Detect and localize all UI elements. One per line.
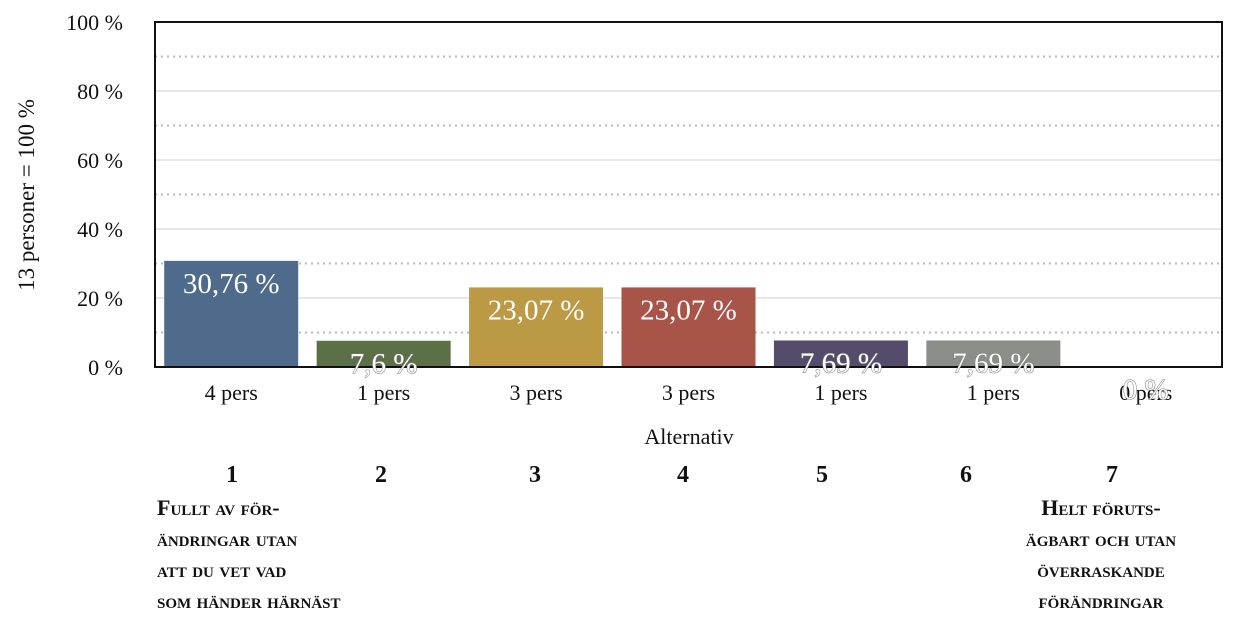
bar <box>926 340 1061 367</box>
bar <box>469 287 604 367</box>
data-label: 23,07 % <box>640 294 737 326</box>
x-tick-label: 1 pers <box>814 380 867 405</box>
data-label: 30,76 % <box>183 268 280 300</box>
y-tick-label: 100 % <box>66 10 123 35</box>
plot-frame <box>154 21 1223 368</box>
data-label: 7,6 % <box>350 348 418 380</box>
left-scale-caption: Fullt av för- ändringar utan att du vet … <box>157 492 341 616</box>
right-caption-line: överraskande <box>1037 557 1165 582</box>
scale-number-7: 7 <box>1106 462 1118 488</box>
y-tick-label: 60 % <box>77 148 123 173</box>
bar <box>164 260 299 367</box>
y-tick-label: 20 % <box>77 286 123 311</box>
data-label: 23,07 % <box>488 294 585 326</box>
y-axis-label: 13 personer = 100 % <box>14 99 39 291</box>
bar <box>773 340 908 367</box>
x-tick-label: 0 pers <box>1119 380 1172 405</box>
bars <box>164 260 1061 367</box>
right-caption-line: ägbart och utan <box>1025 526 1177 551</box>
right-caption-line: förändringar <box>1038 588 1164 613</box>
left-caption-line: att du vet vad <box>157 557 287 582</box>
x-tick-label: 1 pers <box>967 380 1020 405</box>
x-tick-labels: 4 pers 1 pers 3 pers 3 pers 1 pers 1 pers 0 pe… <box>205 380 1173 405</box>
x-tick-label: 1 pers <box>357 380 410 405</box>
bar <box>621 287 756 367</box>
data-labels: 30,76 % 7,6 % 23,07 % 23,07 % 7,69 % 7,69 % 0 … <box>183 268 1169 407</box>
bar <box>316 340 451 367</box>
y-tick-label: 0 % <box>88 355 123 380</box>
gridlines <box>155 55 1222 334</box>
scale-number-3: 3 <box>529 462 541 488</box>
scale-number-1: 1 <box>226 462 238 488</box>
left-caption-line: som händer härnäst <box>157 588 341 613</box>
right-caption-line: Helt föruts- <box>1041 495 1161 520</box>
y-tick-label: 80 % <box>77 79 123 104</box>
right-scale-caption: Helt föruts- ägbart och utan överraskand… <box>970 492 1232 616</box>
data-label: 0 % <box>1123 374 1169 406</box>
x-tick-label: 4 pers <box>205 380 258 405</box>
scale-number-4: 4 <box>677 462 689 488</box>
scale-number-2: 2 <box>375 462 387 488</box>
y-tick-labels: 0 % 20 % 40 % 60 % 80 % 100 % <box>66 10 123 380</box>
x-tick-label: 3 pers <box>509 380 562 405</box>
y-tick-label: 40 % <box>77 217 123 242</box>
data-label: 7,69 % <box>800 347 882 379</box>
x-tick-label: 3 pers <box>662 380 715 405</box>
x-axis-label: Alternativ <box>644 424 733 449</box>
left-caption-line: Fullt av för- <box>157 495 280 520</box>
data-label: 7,69 % <box>952 347 1034 379</box>
left-caption-line: ändringar utan <box>157 526 298 551</box>
scale-number-5: 5 <box>816 462 828 488</box>
scale-number-6: 6 <box>960 462 972 488</box>
